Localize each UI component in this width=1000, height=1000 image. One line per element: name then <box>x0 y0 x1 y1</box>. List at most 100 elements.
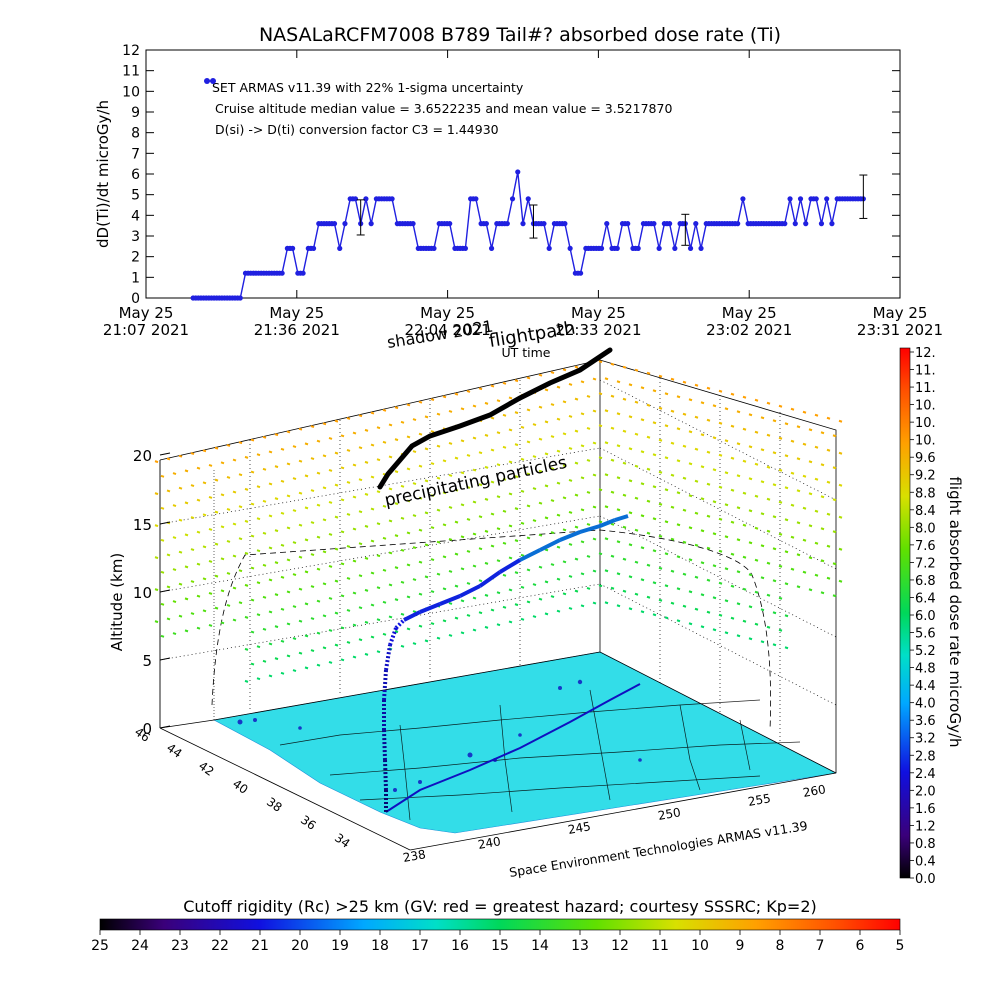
particle-mark <box>328 469 333 472</box>
particle-mark <box>622 525 627 529</box>
y-tick-label: 2 <box>131 250 140 266</box>
data-point <box>824 196 830 202</box>
annotation-armas-version: SET ARMAS v11.39 with 22% 1-sigma uncert… <box>212 80 524 95</box>
particle-mark <box>658 374 663 378</box>
particle-mark <box>652 389 657 393</box>
dose-tick-label: 9.2 <box>915 469 936 484</box>
particle-mark <box>250 630 255 634</box>
particle-mark <box>400 612 405 616</box>
particle-mark <box>166 585 171 589</box>
particle-mark <box>352 591 357 595</box>
particle-mark <box>418 592 423 596</box>
y-tick-label: 11 <box>122 64 140 80</box>
particle-mark <box>724 439 729 443</box>
longitude-tick-label: 250 <box>657 805 682 823</box>
particle-mark <box>328 629 333 632</box>
particle-mark <box>610 586 615 590</box>
particle-mark <box>268 514 273 518</box>
particle-mark <box>232 522 237 526</box>
particle-mark <box>220 557 225 561</box>
particle-mark <box>478 611 483 615</box>
particle-mark <box>778 500 783 504</box>
particle-mark <box>256 485 261 489</box>
particle-mark <box>754 622 759 626</box>
particle-mark <box>808 428 813 432</box>
particle-mark <box>280 639 285 643</box>
particle-mark <box>526 536 531 540</box>
altitude-tick-label: 0 <box>142 720 152 738</box>
particle-mark <box>286 462 291 466</box>
particle-mark <box>790 535 795 539</box>
particle-mark <box>574 493 579 497</box>
particle-mark <box>772 451 777 455</box>
particle-mark <box>424 639 429 643</box>
rigidity-tick-label: 20 <box>291 938 309 954</box>
particle-mark <box>730 520 735 524</box>
particle-mark <box>178 614 183 618</box>
particle-mark <box>304 442 309 446</box>
particle-mark <box>718 421 723 425</box>
longitude-axis-line <box>409 772 837 851</box>
particle-mark <box>520 425 525 429</box>
particle-mark <box>430 622 435 625</box>
particle-mark <box>682 444 687 448</box>
particle-mark <box>574 525 579 529</box>
particle-mark <box>514 571 519 575</box>
dose-tick-label: 8.0 <box>915 521 936 536</box>
particle-mark <box>562 464 567 468</box>
particle-mark <box>556 545 561 549</box>
particle-mark <box>154 620 159 624</box>
particle-mark <box>190 452 195 455</box>
particle-mark <box>430 526 435 529</box>
particle-mark <box>202 449 207 453</box>
particle-mark <box>526 600 531 604</box>
particle-mark <box>328 597 333 600</box>
rigidity-tick-label: 24 <box>131 938 149 954</box>
particle-mark <box>298 619 303 623</box>
particle-mark <box>370 635 375 639</box>
particle-mark <box>340 658 345 662</box>
particle-mark <box>328 533 333 536</box>
particle-mark <box>256 677 261 681</box>
particle-mark <box>730 392 735 396</box>
particle-mark <box>274 433 279 437</box>
particle-mark <box>178 454 183 458</box>
particle-mark <box>532 423 537 427</box>
particle-mark <box>394 534 399 538</box>
particle-mark <box>772 547 777 551</box>
particle-mark <box>640 386 645 390</box>
particle-mark <box>436 476 441 480</box>
particle-mark <box>484 497 489 501</box>
data-point <box>598 245 605 251</box>
precipitating-particles-cloud <box>154 360 843 683</box>
data-point <box>279 270 285 276</box>
dose-tick-label: 5.6 <box>915 627 936 642</box>
particle-mark <box>298 555 303 559</box>
particle-mark <box>808 556 813 560</box>
particle-mark <box>364 460 369 464</box>
flightpath-segment <box>383 759 388 791</box>
y-tick-label: 4 <box>131 208 140 224</box>
particle-mark <box>298 587 303 591</box>
particle-mark <box>640 546 645 550</box>
particle-mark <box>286 622 291 626</box>
particle-mark <box>388 551 393 555</box>
series-line <box>193 171 864 299</box>
x-tick-date: May 25 <box>873 304 928 322</box>
particle-mark <box>202 545 207 549</box>
data-point <box>473 196 479 202</box>
particle-mark <box>820 591 825 595</box>
particle-mark <box>352 431 357 435</box>
particle-mark <box>400 420 405 424</box>
particle-mark <box>802 474 807 478</box>
dose-tick-label: 4.8 <box>915 662 936 677</box>
particle-mark <box>178 550 183 554</box>
data-point <box>447 221 453 227</box>
particle-mark <box>328 565 333 568</box>
particle-mark <box>250 502 255 506</box>
particle-mark <box>682 508 687 512</box>
particle-mark <box>832 466 837 470</box>
particle-mark <box>700 433 705 437</box>
particle-mark <box>736 474 741 478</box>
particle-mark <box>658 598 663 602</box>
